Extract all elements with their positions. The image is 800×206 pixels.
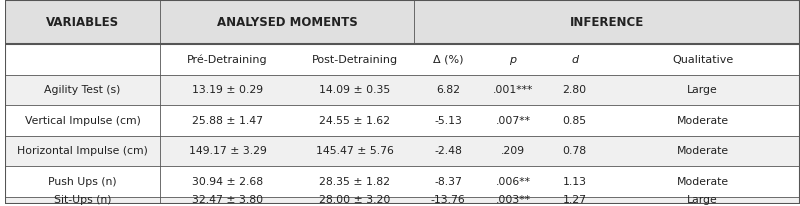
Text: p: p [510, 55, 517, 65]
Text: Δ (%): Δ (%) [433, 55, 463, 65]
Bar [5, 136, 800, 166]
Text: 1.27: 1.27 [562, 195, 586, 205]
Text: 1.13: 1.13 [562, 177, 586, 187]
Bar [5, 75, 800, 105]
Text: -5.13: -5.13 [434, 116, 462, 126]
Text: Push Ups (n): Push Ups (n) [48, 177, 117, 187]
Text: .007**: .007** [495, 116, 530, 126]
Text: Large: Large [687, 85, 718, 95]
Bar [5, 166, 800, 197]
Bar [5, 197, 800, 204]
Text: INFERENCE: INFERENCE [570, 16, 644, 29]
Text: 28.35 ± 1.82: 28.35 ± 1.82 [319, 177, 390, 187]
Bar [5, 0, 800, 44]
Text: 25.88 ± 1.47: 25.88 ± 1.47 [192, 116, 263, 126]
Text: VARIABLES: VARIABLES [46, 16, 119, 29]
Text: 30.94 ± 2.68: 30.94 ± 2.68 [192, 177, 263, 187]
Text: Agility Test (s): Agility Test (s) [44, 85, 121, 95]
Text: 149.17 ± 3.29: 149.17 ± 3.29 [189, 146, 266, 156]
Text: -2.48: -2.48 [434, 146, 462, 156]
Text: Vertical Impulse (cm): Vertical Impulse (cm) [25, 116, 141, 126]
Text: 24.55 ± 1.62: 24.55 ± 1.62 [319, 116, 390, 126]
Text: 28.00 ± 3.20: 28.00 ± 3.20 [319, 195, 390, 205]
Text: Post-Detraining: Post-Detraining [312, 55, 398, 65]
Text: ANALYSED MOMENTS: ANALYSED MOMENTS [217, 16, 358, 29]
Text: 14.09 ± 0.35: 14.09 ± 0.35 [319, 85, 390, 95]
Text: -8.37: -8.37 [434, 177, 462, 187]
Text: -13.76: -13.76 [431, 195, 466, 205]
Text: 145.47 ± 5.76: 145.47 ± 5.76 [316, 146, 394, 156]
Text: 0.85: 0.85 [562, 116, 586, 126]
Text: Pré-Detraining: Pré-Detraining [187, 54, 268, 65]
Text: d: d [571, 55, 578, 65]
Text: .001***: .001*** [493, 85, 533, 95]
Text: .209: .209 [501, 146, 525, 156]
Text: Moderate: Moderate [677, 146, 729, 156]
Bar [5, 44, 800, 75]
Text: Moderate: Moderate [677, 177, 729, 187]
Text: .006**: .006** [495, 177, 530, 187]
Text: 6.82: 6.82 [436, 85, 460, 95]
Bar [5, 105, 800, 136]
Text: Qualitative: Qualitative [672, 55, 734, 65]
Text: 32.47 ± 3.80: 32.47 ± 3.80 [192, 195, 263, 205]
Text: Horizontal Impulse (cm): Horizontal Impulse (cm) [17, 146, 148, 156]
Text: Large: Large [687, 195, 718, 205]
Text: 2.80: 2.80 [562, 85, 586, 95]
Text: .003**: .003** [495, 195, 530, 205]
Text: Sit-Ups (n): Sit-Ups (n) [54, 195, 111, 205]
Text: 13.19 ± 0.29: 13.19 ± 0.29 [192, 85, 263, 95]
Text: Moderate: Moderate [677, 116, 729, 126]
Text: 0.78: 0.78 [562, 146, 586, 156]
